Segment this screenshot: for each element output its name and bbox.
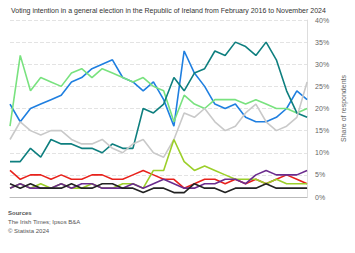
svg-text:Sources: Sources (8, 210, 32, 216)
svg-text:25%: 25% (315, 83, 329, 90)
svg-text:Share of respondents: Share of respondents (340, 75, 348, 142)
svg-text:15%: 15% (315, 127, 329, 134)
svg-text:The Irish Times; Ipsos B&A: The Irish Times; Ipsos B&A (8, 219, 80, 225)
svg-text:© Statista 2024: © Statista 2024 (8, 228, 50, 234)
svg-text:20%: 20% (315, 105, 329, 112)
svg-text:5%: 5% (315, 171, 325, 178)
svg-text:10%: 10% (315, 149, 329, 156)
svg-text:Voting intention in a general: Voting intention in a general election i… (11, 7, 326, 15)
svg-text:0%: 0% (315, 194, 325, 201)
svg-text:30%: 30% (315, 61, 329, 68)
svg-text:35%: 35% (315, 39, 329, 46)
svg-text:40%: 40% (315, 17, 329, 24)
